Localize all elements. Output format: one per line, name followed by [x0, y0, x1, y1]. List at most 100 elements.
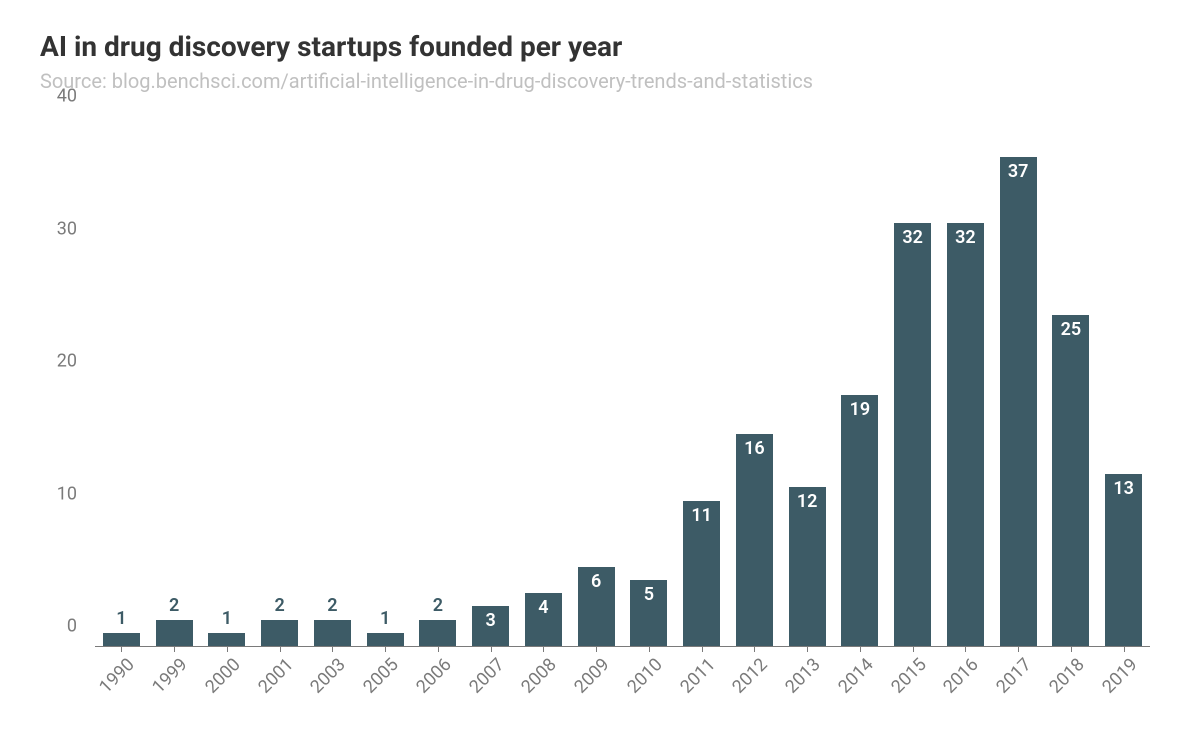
x-tick	[174, 646, 175, 652]
bars-container: 12122123465111612193232372513	[95, 117, 1150, 646]
x-tick-label: 2007	[465, 654, 508, 697]
x-tick-label: 2000	[201, 654, 244, 697]
bar-value-label: 5	[644, 584, 654, 605]
bar-value-label: 2	[433, 595, 443, 616]
bar-slot: 2	[148, 117, 201, 646]
bar-slot: 13	[1097, 117, 1150, 646]
bar: 4	[525, 593, 562, 646]
x-tick-label: 2019	[1098, 654, 1141, 697]
y-tick-label: 20	[57, 351, 77, 372]
x-tick-label: 2015	[887, 654, 930, 697]
x-tick	[1018, 646, 1019, 652]
x-tick-label: 2008	[518, 654, 561, 697]
bar: 12	[789, 487, 826, 646]
bar-value-label: 1	[116, 608, 126, 629]
x-tick	[860, 646, 861, 652]
bar-slot: 4	[517, 117, 570, 646]
y-tick-label: 10	[57, 483, 77, 504]
x-tick	[807, 646, 808, 652]
bar-value-label: 32	[902, 227, 923, 248]
bar-slot: 3	[464, 117, 517, 646]
x-tick	[754, 646, 755, 652]
bar-value-label: 3	[485, 610, 495, 631]
bar-value-label: 25	[1061, 319, 1082, 340]
bar-value-label: 13	[1113, 478, 1134, 499]
bar: 5	[630, 580, 667, 646]
x-tick	[438, 646, 439, 652]
x-tick-label: 2001	[254, 654, 297, 697]
x-tick	[1071, 646, 1072, 652]
x-tick	[543, 646, 544, 652]
bar: 19	[841, 395, 878, 646]
bar: 32	[894, 223, 931, 646]
bar-slot: 19	[834, 117, 887, 646]
x-tick-label: 2005	[359, 654, 402, 697]
bar: 2	[314, 620, 351, 646]
x-tick-label: 2006	[412, 654, 455, 697]
bar-value-label: 2	[274, 595, 284, 616]
bar-slot: 32	[939, 117, 992, 646]
bar: 32	[947, 223, 984, 646]
x-tick-label: 1999	[148, 654, 191, 697]
bar: 25	[1052, 315, 1089, 646]
x-tick	[702, 646, 703, 652]
bar-slot: 16	[728, 117, 781, 646]
bar: 13	[1105, 474, 1142, 646]
x-tick	[965, 646, 966, 652]
chart-subtitle: Source: blog.benchsci.com/artificial-int…	[40, 69, 1160, 93]
bar-slot: 6	[570, 117, 623, 646]
x-tick-label: 2018	[1045, 654, 1088, 697]
bar: 2	[419, 620, 456, 646]
y-tick-label: 30	[57, 218, 77, 239]
bar-slot: 1	[359, 117, 412, 646]
bar-value-label: 1	[222, 608, 232, 629]
bar: 2	[156, 620, 193, 646]
y-axis: 010203040	[40, 117, 95, 647]
y-tick-label: 0	[67, 616, 77, 637]
x-tick	[385, 646, 386, 652]
bar-value-label: 32	[955, 227, 976, 248]
bar: 1	[367, 633, 404, 646]
x-tick-label: 2009	[570, 654, 613, 697]
chart-area: 010203040 12122123465111612193232372513 …	[40, 117, 1160, 647]
x-tick	[227, 646, 228, 652]
x-tick-label: 2011	[676, 654, 719, 697]
bar: 1	[103, 633, 140, 646]
plot-area: 12122123465111612193232372513	[95, 117, 1150, 647]
bar-slot: 1	[201, 117, 254, 646]
bar-slot: 25	[1045, 117, 1098, 646]
x-tick	[121, 646, 122, 652]
x-tick	[596, 646, 597, 652]
x-tick	[1124, 646, 1125, 652]
x-tick	[491, 646, 492, 652]
bar-value-label: 16	[744, 438, 765, 459]
x-tick-label: 2010	[623, 654, 666, 697]
bar-slot: 37	[992, 117, 1045, 646]
bar-slot: 2	[306, 117, 359, 646]
bar-value-label: 1	[380, 608, 390, 629]
x-tick	[332, 646, 333, 652]
bar-value-label: 37	[1008, 161, 1029, 182]
bar: 2	[261, 620, 298, 646]
chart-title: AI in drug discovery startups founded pe…	[40, 30, 1160, 63]
x-tick-label: 2014	[834, 654, 877, 697]
y-tick-label: 40	[57, 86, 77, 107]
bar-slot: 2	[253, 117, 306, 646]
bar-value-label: 2	[169, 595, 179, 616]
bar: 37	[1000, 157, 1037, 646]
x-tick-label: 2003	[307, 654, 350, 697]
x-tick-label: 2017	[992, 654, 1035, 697]
bar: 1	[208, 633, 245, 646]
x-tick-label: 2012	[729, 654, 772, 697]
bar-value-label: 6	[591, 571, 601, 592]
bar-value-label: 11	[691, 505, 712, 526]
bar-slot: 2	[412, 117, 465, 646]
bar: 16	[736, 434, 773, 646]
bar-value-label: 12	[797, 491, 818, 512]
bar-value-label: 19	[850, 399, 871, 420]
x-tick-label: 2016	[940, 654, 983, 697]
bar: 6	[578, 567, 615, 646]
bar-slot: 32	[886, 117, 939, 646]
x-tick	[913, 646, 914, 652]
bar-slot: 5	[623, 117, 676, 646]
